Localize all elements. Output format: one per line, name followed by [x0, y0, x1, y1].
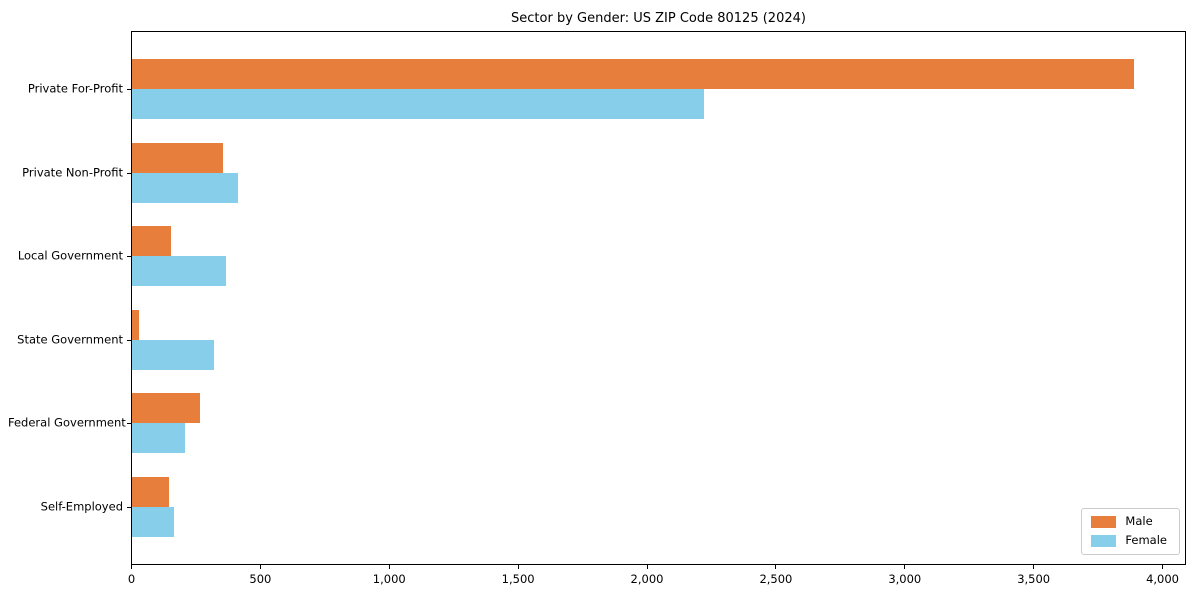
bar-male — [132, 309, 139, 340]
ytick-mark — [127, 89, 131, 90]
legend-item-male: Male — [1091, 516, 1167, 528]
bar-male — [132, 477, 170, 507]
xtick-mark — [1162, 565, 1164, 569]
xtick-label: 3,000 — [888, 572, 922, 586]
ytick-label: State Government — [17, 332, 123, 347]
bar-male — [132, 393, 201, 424]
ytick-mark — [127, 172, 131, 174]
bar-female — [132, 172, 238, 203]
xtick-mark — [775, 565, 777, 569]
bar-female — [132, 339, 215, 370]
xtick-label: 0 — [127, 572, 136, 586]
ytick-label: Private For-Profit — [27, 81, 123, 96]
legend-swatch-female — [1091, 535, 1117, 547]
ytick-mark — [127, 423, 131, 425]
ytick-label: Local Government — [17, 248, 123, 263]
bar-group — [132, 477, 1185, 537]
xtick-mark — [259, 565, 261, 569]
bar-male — [132, 142, 224, 173]
xtick-label: 2,000 — [630, 572, 664, 586]
bar-group — [132, 393, 1185, 454]
bar-group — [132, 309, 1185, 370]
ytick-label: Self-Employed — [40, 499, 123, 514]
bar-group — [132, 59, 1185, 119]
bar-group — [132, 142, 1185, 203]
legend-swatch-male — [1091, 516, 1117, 528]
legend-label: Female — [1125, 533, 1167, 548]
ytick-label: Federal Government — [8, 415, 126, 430]
ytick-mark — [127, 256, 131, 258]
xtick-mark — [388, 565, 390, 569]
xtick-label: 3,500 — [1017, 572, 1051, 586]
xtick-mark — [131, 565, 132, 569]
ytick-label: Private Non-Profit — [22, 164, 123, 179]
chart-title: Sector by Gender: US ZIP Code 80125 (202… — [511, 11, 806, 26]
xtick-label: 2,500 — [759, 572, 793, 586]
xtick-label: 1,000 — [372, 572, 406, 586]
xtick-label: 1,500 — [501, 572, 535, 586]
xtick-label: 4,000 — [1146, 572, 1180, 586]
xtick-mark — [1033, 565, 1035, 569]
ytick-mark — [127, 507, 131, 508]
xtick-mark — [517, 565, 519, 569]
legend-label: Male — [1125, 514, 1153, 529]
bar-female — [132, 89, 704, 119]
bar-female — [132, 507, 175, 537]
legend-item-female: Female — [1091, 535, 1167, 547]
ytick-mark — [127, 339, 131, 341]
legend: Male Female — [1081, 508, 1180, 555]
bar-male — [132, 59, 1134, 89]
bar-female — [132, 423, 185, 454]
xtick-mark — [646, 565, 648, 569]
bar-male — [132, 226, 171, 257]
xtick-label: 500 — [249, 572, 272, 586]
plot-area: Male Female — [131, 31, 1186, 565]
xtick-mark — [904, 565, 906, 569]
bar-group — [132, 226, 1185, 287]
bar-female — [132, 256, 226, 287]
